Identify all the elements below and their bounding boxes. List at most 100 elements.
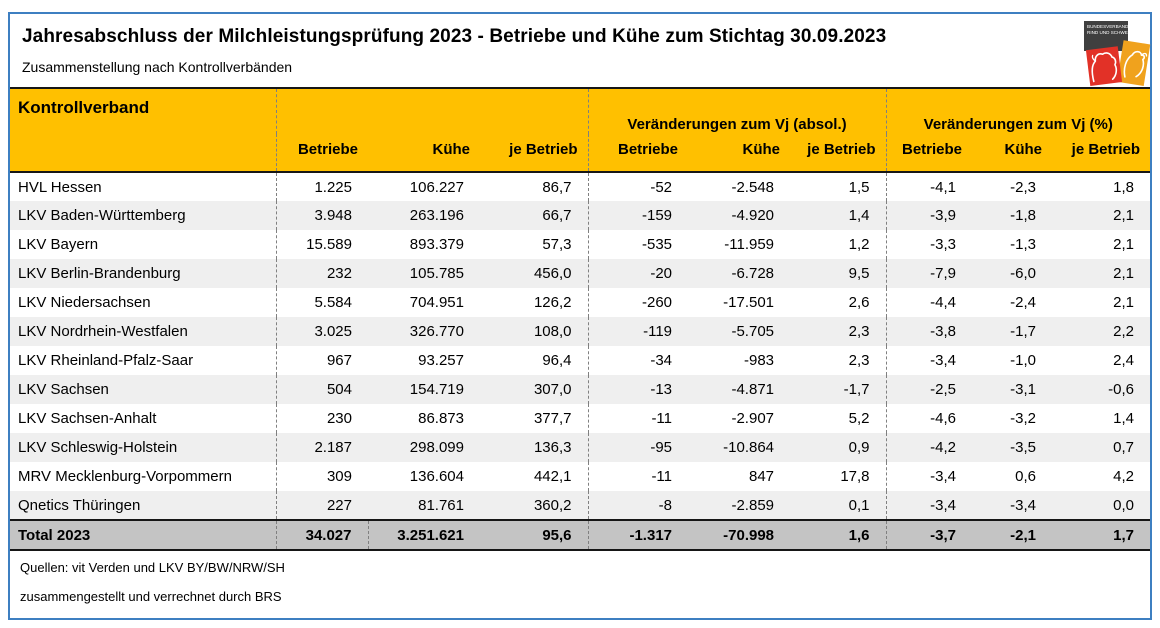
table-row: LKV Niedersachsen 5.584 704.951 126,2 -260 -1… [10,288,1150,317]
cell: 1,5 [848,178,870,196]
cell: -3,4 [1010,496,1037,514]
row-label: LKV Sachsen [18,381,109,398]
cell: 2,3 [848,352,870,369]
cell: -4,4 [885,288,973,317]
cell: -1,3 [1010,236,1037,253]
cell: -4.871 [731,381,775,398]
cell: 136.604 [409,468,464,485]
cell: -119 [587,317,689,346]
total-cell: 1,6 [848,526,870,544]
column-header-kuehe: Kühe [368,134,480,172]
row-label: LKV Schleswig-Holstein [18,439,178,456]
cell: 263.196 [409,207,464,224]
cell: -6,0 [1010,265,1037,282]
cell: -8 [587,491,689,520]
column-header-kuehe-abs: Kühe [688,134,791,172]
cell: 1.225 [275,172,368,201]
cell: 0,0 [1113,496,1135,514]
cell: 4,2 [1113,468,1135,485]
column-header-je-betrieb-pct: je Betrieb [1052,134,1151,172]
cell: 326.770 [409,323,464,340]
cell: 2.187 [275,433,368,462]
table-row: Qnetics Thüringen 227 81.761 360,2 -8 -2.859 0… [10,491,1151,520]
table-row: LKV Bayern 15.589 893.379 57,3 -535 -11.959 1,… [10,230,1150,259]
cell: 136,3 [533,439,572,456]
cell: 307,0 [533,381,572,398]
cell: -3,8 [885,317,973,346]
cell: 309 [275,462,368,491]
cell: 967 [275,346,368,375]
column-header-je-betrieb: je Betrieb [480,134,589,172]
cell: 108,0 [533,323,572,340]
row-label: LKV Baden-Württemberg [18,207,186,224]
total-cell: -70.998 [723,526,775,544]
row-label: LKV Niedersachsen [18,294,151,311]
cell: 81.761 [418,496,464,514]
cell: -2.907 [731,410,775,427]
total-cell: -2,1 [1010,526,1037,544]
cell: 96,4 [542,352,572,369]
cell: 86,7 [542,178,572,196]
logo-text-line1: BUNDESVERBAND [1087,24,1129,29]
report-title: Jahresabschluss der Milchleistungsprüfun… [22,26,887,47]
cell: -159 [587,201,689,230]
cell: 847 [748,468,775,485]
cell: -3,5 [1010,439,1037,456]
cell: 57,3 [542,236,572,253]
table-row: LKV Rheinland-Pfalz-Saar 967 93.257 96,4 -34… [10,346,1150,375]
cell: 2,1 [1113,294,1135,311]
cell: -3,4 [885,346,973,375]
cell: -34 [587,346,689,375]
cell: 2,3 [848,323,870,340]
cell: -11 [587,462,689,491]
row-label: LKV Bayern [18,236,99,253]
cell: -2,5 [885,375,973,404]
cell: 15.589 [275,230,368,259]
total-cell: -3,7 [885,520,973,550]
cell: 9,5 [848,265,870,282]
cell: 232 [275,259,368,288]
row-label: LKV Rheinland-Pfalz-Saar [18,352,194,369]
cell: 93.257 [418,352,464,369]
cell: 5.584 [275,288,368,317]
column-header-je-betrieb-abs: je Betrieb [790,134,887,172]
cell: -7,9 [885,259,973,288]
cell: -2.859 [731,496,775,514]
cell: -11 [587,404,689,433]
row-label: LKV Berlin-Brandenburg [18,265,181,282]
cell: -260 [587,288,689,317]
cell: -4.920 [731,207,775,224]
table-row: LKV Nordrhein-Westfalen 3.025 326.770 108,0… [10,317,1151,346]
cell: -2.548 [731,178,775,196]
cell: 893.379 [409,236,464,253]
logo-cow-square [1085,46,1123,86]
cell: -17.501 [723,294,775,311]
cell: 2,2 [1113,323,1135,340]
report-subtitle: Zusammenstellung nach Kontrollverbänden [22,59,293,75]
cell: 377,7 [533,410,572,427]
cell: -4,6 [885,404,973,433]
logo-pig-square [1117,40,1151,86]
cell: 227 [275,491,368,520]
cell: -1,0 [1010,352,1037,369]
table-row: LKV Schleswig-Holstein 2.187 298.099 136,3 -… [10,433,1151,462]
total-cell: 34.027 [275,520,368,550]
cell: 2,6 [848,294,870,311]
table-row: LKV Baden-Württemberg 3.948 263.196 66,7 -15… [10,201,1151,230]
cell: 442,1 [533,468,572,485]
column-header-kuehe-pct: Kühe [972,134,1053,172]
cell: -983 [743,352,775,369]
row-label: MRV Mecklenburg-Vorpommern [18,468,232,485]
total-cell: 3.251.621 [367,520,480,550]
column-header-betriebe: Betriebe [275,134,368,172]
total-cell: 1,7 [1113,526,1135,544]
cell: -2,4 [1010,294,1037,311]
cell: -3,3 [885,230,973,259]
cell: -3,1 [1010,381,1037,398]
cell: 106.227 [409,178,464,196]
group-header-percent-change: Veränderungen zum Vj (%) [885,88,1151,134]
cell: 298.099 [409,439,464,456]
report-frame: Jahresabschluss der Milchleistungsprüfun… [8,12,1152,620]
cell: 5,2 [848,410,870,427]
cell: -0,6 [1108,381,1135,398]
